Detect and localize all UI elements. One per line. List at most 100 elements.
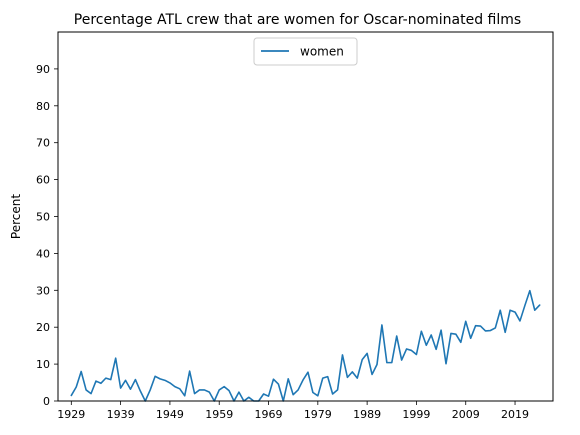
y-tick-label: 40 — [36, 247, 50, 260]
data-point — [406, 348, 408, 350]
data-point — [292, 394, 294, 396]
x-tick-label: 1929 — [57, 408, 85, 421]
data-point — [524, 305, 526, 307]
data-point — [248, 396, 250, 398]
data-point — [494, 327, 496, 329]
data-point — [514, 311, 516, 313]
legend: women — [253, 37, 358, 66]
data-point — [115, 357, 117, 359]
data-point — [70, 395, 72, 397]
data-point — [218, 389, 220, 391]
data-point — [297, 389, 299, 391]
data-point — [228, 390, 230, 392]
data-point — [85, 389, 87, 391]
data-point — [337, 389, 339, 391]
y-axis: 0 10 20 30 40 50 60 70 80 90 — [36, 63, 58, 408]
legend-frame — [253, 37, 358, 66]
chart-title: Percentage ATL crew that are women for O… — [74, 12, 521, 28]
data-point — [401, 359, 403, 361]
data-point — [263, 393, 265, 395]
data-point — [139, 390, 141, 392]
x-tick-label: 1949 — [156, 408, 184, 421]
series-layer — [70, 289, 541, 402]
data-point — [519, 320, 521, 322]
data-point — [164, 379, 166, 381]
data-point — [499, 309, 501, 311]
data-point — [154, 375, 156, 377]
x-tick-label: 1999 — [402, 408, 430, 421]
data-point — [509, 309, 511, 311]
x-tick-label: 2009 — [452, 408, 480, 421]
x-tick-label: 1989 — [353, 408, 381, 421]
data-point — [95, 380, 97, 382]
data-point — [534, 309, 536, 311]
data-point — [130, 388, 132, 390]
data-point — [425, 344, 427, 346]
data-point — [120, 387, 122, 389]
data-point — [480, 325, 482, 327]
data-point — [317, 395, 319, 397]
data-point — [376, 364, 378, 366]
x-tick-label: 1979 — [304, 408, 332, 421]
data-point — [174, 386, 176, 388]
data-point — [450, 333, 452, 335]
data-point — [539, 304, 541, 306]
data-point — [430, 334, 432, 336]
data-point — [416, 354, 418, 356]
data-point — [322, 377, 324, 379]
x-tick-label: 2019 — [501, 408, 529, 421]
data-point — [332, 393, 334, 395]
data-point — [204, 389, 206, 391]
data-point — [268, 395, 270, 397]
data-point — [356, 377, 358, 379]
x-tick-label: 1939 — [107, 408, 135, 421]
y-tick-label: 50 — [36, 211, 50, 224]
data-point — [489, 330, 491, 332]
data-point — [381, 324, 383, 326]
data-point — [110, 379, 112, 381]
data-point — [386, 362, 388, 364]
data-point — [391, 362, 393, 364]
data-point — [411, 350, 413, 352]
data-point — [169, 382, 171, 384]
y-tick-label: 10 — [36, 358, 50, 371]
series-line-women — [70, 289, 541, 402]
data-point — [105, 377, 107, 379]
y-tick-label: 60 — [36, 174, 50, 187]
data-point — [199, 389, 201, 391]
y-tick-label: 80 — [36, 100, 50, 113]
data-point — [445, 363, 447, 365]
data-point — [100, 382, 102, 384]
data-point — [125, 379, 127, 381]
data-point — [504, 331, 506, 333]
data-point — [302, 379, 304, 381]
data-point — [455, 333, 457, 335]
data-point — [80, 371, 82, 373]
data-point — [420, 330, 422, 332]
legend-label-women: women — [300, 45, 344, 59]
data-point — [351, 371, 353, 373]
data-point — [460, 341, 462, 343]
data-point — [194, 393, 196, 395]
data-point — [371, 374, 373, 376]
data-point — [435, 348, 437, 350]
y-tick-label: 30 — [36, 284, 50, 297]
data-point — [223, 386, 225, 388]
data-point — [465, 320, 467, 322]
data-point — [189, 370, 191, 372]
data-point — [361, 359, 363, 361]
data-point — [159, 378, 161, 380]
data-point — [470, 337, 472, 339]
y-tick-label: 70 — [36, 137, 50, 150]
data-point — [208, 391, 210, 393]
data-point — [396, 335, 398, 337]
data-point — [312, 392, 314, 394]
data-point — [273, 378, 275, 380]
data-point — [366, 352, 368, 354]
data-point — [327, 376, 329, 378]
data-point — [347, 376, 349, 378]
x-axis: 1929 1939 1949 1959 1969 1979 1989 1999 2009 2019 — [57, 401, 529, 421]
data-point — [485, 330, 487, 332]
x-tick-label: 1959 — [205, 408, 233, 421]
